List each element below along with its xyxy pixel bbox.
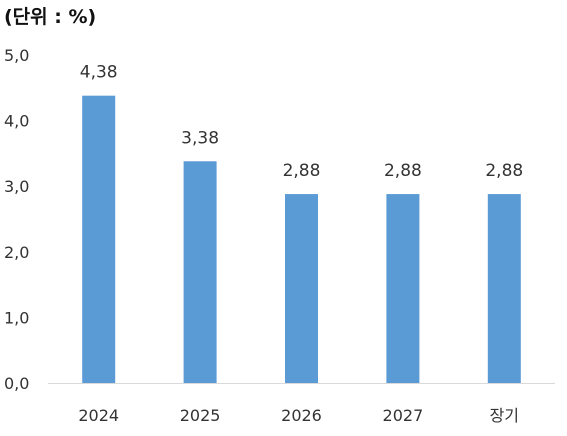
data-labels: 4,38 3,38 2,88 2,88 2,88 xyxy=(80,63,523,181)
data-label: 2,88 xyxy=(283,161,321,181)
x-axis: 2024 2025 2026 2027 장기 xyxy=(78,406,519,425)
data-label: 4,38 xyxy=(80,63,118,83)
x-tick-label: 2026 xyxy=(281,406,322,425)
bar xyxy=(386,194,420,383)
data-label: 3,38 xyxy=(181,128,219,148)
bar xyxy=(487,194,521,383)
y-tick-label: 0,0 xyxy=(4,374,29,393)
x-tick-label: 장기 xyxy=(490,406,519,425)
y-axis: 0,0 1,0 2,0 3,0 4,0 5,0 xyxy=(4,46,29,393)
bar xyxy=(285,194,318,383)
x-tick-label: 2024 xyxy=(78,406,119,425)
y-tick-label: 2,0 xyxy=(4,243,29,262)
x-tick-label: 2027 xyxy=(383,406,424,425)
y-tick-label: 4,0 xyxy=(4,112,29,131)
y-tick-label: 5,0 xyxy=(4,46,29,65)
y-tick-label: 1,0 xyxy=(4,308,29,327)
unit-label: (단위 : %) xyxy=(4,6,97,28)
bar xyxy=(82,95,116,383)
bars xyxy=(82,95,521,383)
x-tick-label: 2025 xyxy=(180,406,221,425)
y-tick-label: 3,0 xyxy=(4,177,29,196)
data-label: 2,88 xyxy=(384,161,422,181)
bar xyxy=(183,161,217,383)
data-label: 2,88 xyxy=(485,161,523,181)
